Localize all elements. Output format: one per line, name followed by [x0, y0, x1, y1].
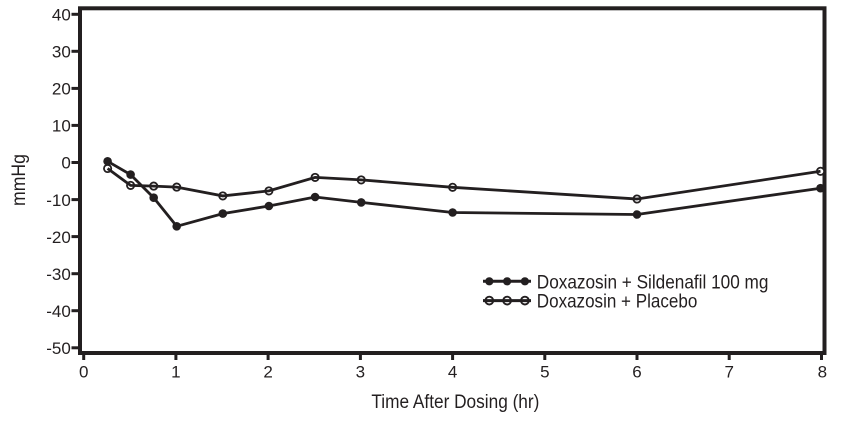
- svg-text:7: 7: [724, 363, 733, 382]
- svg-text:10: 10: [52, 117, 71, 136]
- svg-text:4: 4: [448, 363, 457, 382]
- svg-text:20: 20: [52, 80, 71, 99]
- svg-text:0: 0: [61, 154, 70, 173]
- svg-text:8: 8: [818, 363, 827, 382]
- svg-text:2: 2: [263, 363, 272, 382]
- svg-text:0: 0: [79, 363, 88, 382]
- svg-text:3: 3: [356, 363, 365, 382]
- svg-text:Doxazosin + Sildenafil 100 mg: Doxazosin + Sildenafil 100 mg: [537, 272, 769, 293]
- svg-text:-20: -20: [46, 228, 71, 247]
- svg-text:-10: -10: [46, 191, 71, 210]
- svg-text:-50: -50: [46, 339, 71, 358]
- svg-text:1: 1: [171, 363, 180, 382]
- svg-text:5: 5: [540, 363, 549, 382]
- svg-text:mmHg: mmHg: [9, 154, 30, 206]
- svg-text:Doxazosin + Placebo: Doxazosin + Placebo: [537, 292, 698, 313]
- svg-text:-30: -30: [46, 265, 71, 284]
- svg-text:Time After Dosing (hr): Time After Dosing (hr): [371, 392, 539, 413]
- svg-text:40: 40: [52, 6, 71, 25]
- svg-text:30: 30: [52, 43, 71, 62]
- svg-text:-40: -40: [46, 302, 71, 321]
- svg-text:6: 6: [632, 363, 641, 382]
